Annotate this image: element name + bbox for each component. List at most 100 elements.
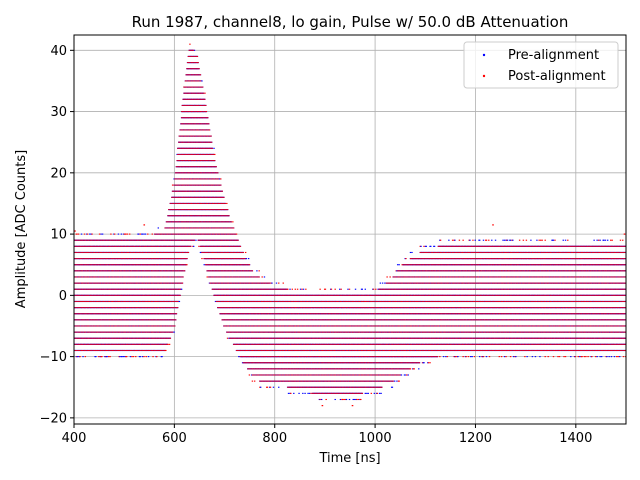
data-point-post [120,325,122,327]
data-point-post [137,288,139,290]
data-point-post [135,294,138,296]
data-point-post [159,282,161,284]
data-point-post [133,325,135,327]
data-point-post [95,258,98,260]
data-point-fringe [76,356,78,358]
data-point-post [92,288,94,290]
data-point-post [123,337,125,339]
data-point-post [107,300,110,302]
data-point-post [132,331,135,333]
data-point-post [150,251,152,253]
data-point-post [98,294,100,296]
data-point-post [110,300,113,302]
data-point-post [165,331,168,333]
data-point-post [161,337,163,339]
data-point-post [109,300,111,302]
data-point-post [79,337,81,339]
data-point-post [113,337,115,339]
data-point-post [129,325,131,327]
data-point-fringe [118,356,120,358]
data-point-post [88,307,90,309]
data-point-post [87,245,89,247]
data-point-post [89,313,91,315]
data-point-post [78,251,80,253]
data-point-post [138,245,140,247]
data-point-post [81,288,83,290]
data-point-post [106,319,108,321]
data-point-post [131,276,133,278]
data-point-post [132,288,135,290]
data-point-post [156,307,159,309]
data-point-post [97,294,99,296]
data-point-post [141,282,144,284]
data-point-post [134,239,136,241]
data-point-post [103,343,105,345]
data-point-post [95,313,97,315]
data-point-post [110,258,113,260]
data-point-post [166,221,168,223]
data-point-post [123,325,126,327]
data-point-post [136,337,138,339]
data-point-post [160,294,162,296]
data-point-post [136,245,138,247]
data-point-post [139,300,141,302]
data-point-post [137,258,139,260]
data-point-post [146,313,148,315]
data-point-post [159,276,162,278]
data-point-post [145,307,147,309]
data-point-post [168,209,170,211]
data-point-post [129,288,131,290]
data-point-post [155,233,157,235]
data-point-post [117,294,119,296]
data-point-fringe [145,356,147,358]
data-point-post [99,294,101,296]
data-point-post [125,288,127,290]
data-point-post [82,325,84,327]
data-point-post [83,270,86,272]
data-point-post [147,300,149,302]
data-point-post [113,258,115,260]
data-point-post [162,264,165,266]
data-point-post [87,300,89,302]
data-point-post [166,258,169,260]
data-point-post [104,239,106,241]
data-point-post [158,276,160,278]
data-point-post [77,251,79,253]
data-point-post [160,325,162,327]
data-point-post [148,270,150,272]
data-point-post [161,300,163,302]
data-point-post [76,343,78,345]
data-point-post [83,282,85,284]
data-point-fringe [135,356,137,358]
data-point-post [146,276,148,278]
data-point-post [141,288,143,290]
data-point-post [78,337,80,339]
data-point-post [128,239,130,241]
data-point-post [157,251,159,253]
data-point-post [135,258,138,260]
data-point-post [167,319,169,321]
data-point-post [129,264,131,266]
data-point-post [108,337,110,339]
data-point-post [78,282,80,284]
data-point-post [117,245,119,247]
data-point-post [159,282,162,284]
data-point-fringe [91,233,93,235]
data-point-post [96,239,98,241]
data-point-post [79,294,81,296]
data-point-post [139,319,141,321]
data-point-post [156,282,158,284]
data-point-post [98,331,100,333]
data-point-post [144,300,147,302]
data-point-post [110,313,113,315]
data-point-post [149,325,151,327]
data-point-post [122,337,124,339]
data-point-post [146,319,148,321]
data-point-fringe [124,356,126,358]
data-point-post [130,331,132,333]
data-point-post [105,294,107,296]
data-point-post [110,325,113,327]
data-point-post [132,245,135,247]
data-point-post [90,245,92,247]
data-point-post [160,270,162,272]
